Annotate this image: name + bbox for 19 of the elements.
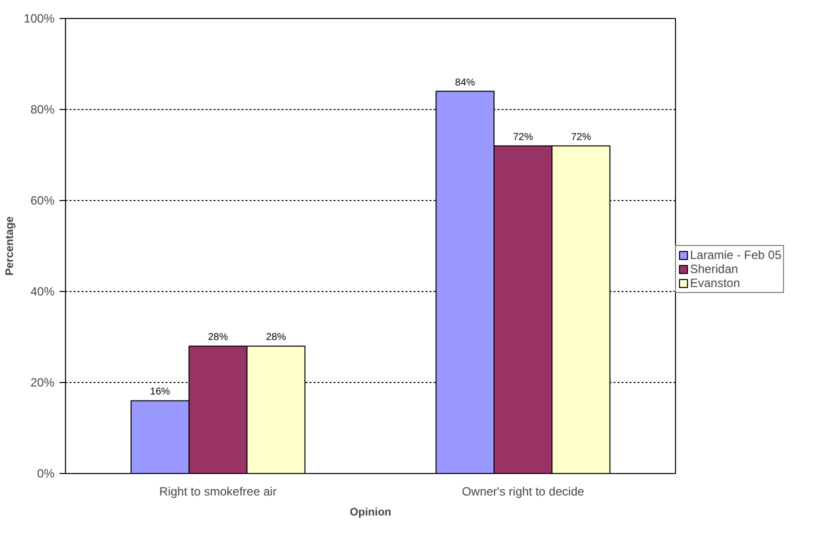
x-tick-label: Right to smokefree air [159,484,277,498]
data-label: 28% [266,332,286,344]
data-label: 84% [455,77,476,88]
y-tick-label: 0% [37,466,55,480]
y-tick-label: 60% [30,194,55,208]
y-tick-label: 80% [30,102,55,116]
data-label: 28% [208,332,228,344]
y-tick-label: 100% [24,12,55,26]
x-tick-label: Owner's right to decide [462,484,584,498]
x-axis-title: Opinion [350,506,392,518]
legend-label: Sheridan [690,262,738,276]
legend-label: Laramie - Feb 05 [690,248,782,262]
y-axis-title: Percentage [4,216,16,276]
legend-label: Evanston [690,276,740,290]
data-label: 72% [570,132,592,143]
y-tick-label: 20% [30,376,55,390]
y-tick-label: 40% [30,284,55,298]
data-label: 72% [512,132,534,143]
data-label: 16% [150,386,170,398]
